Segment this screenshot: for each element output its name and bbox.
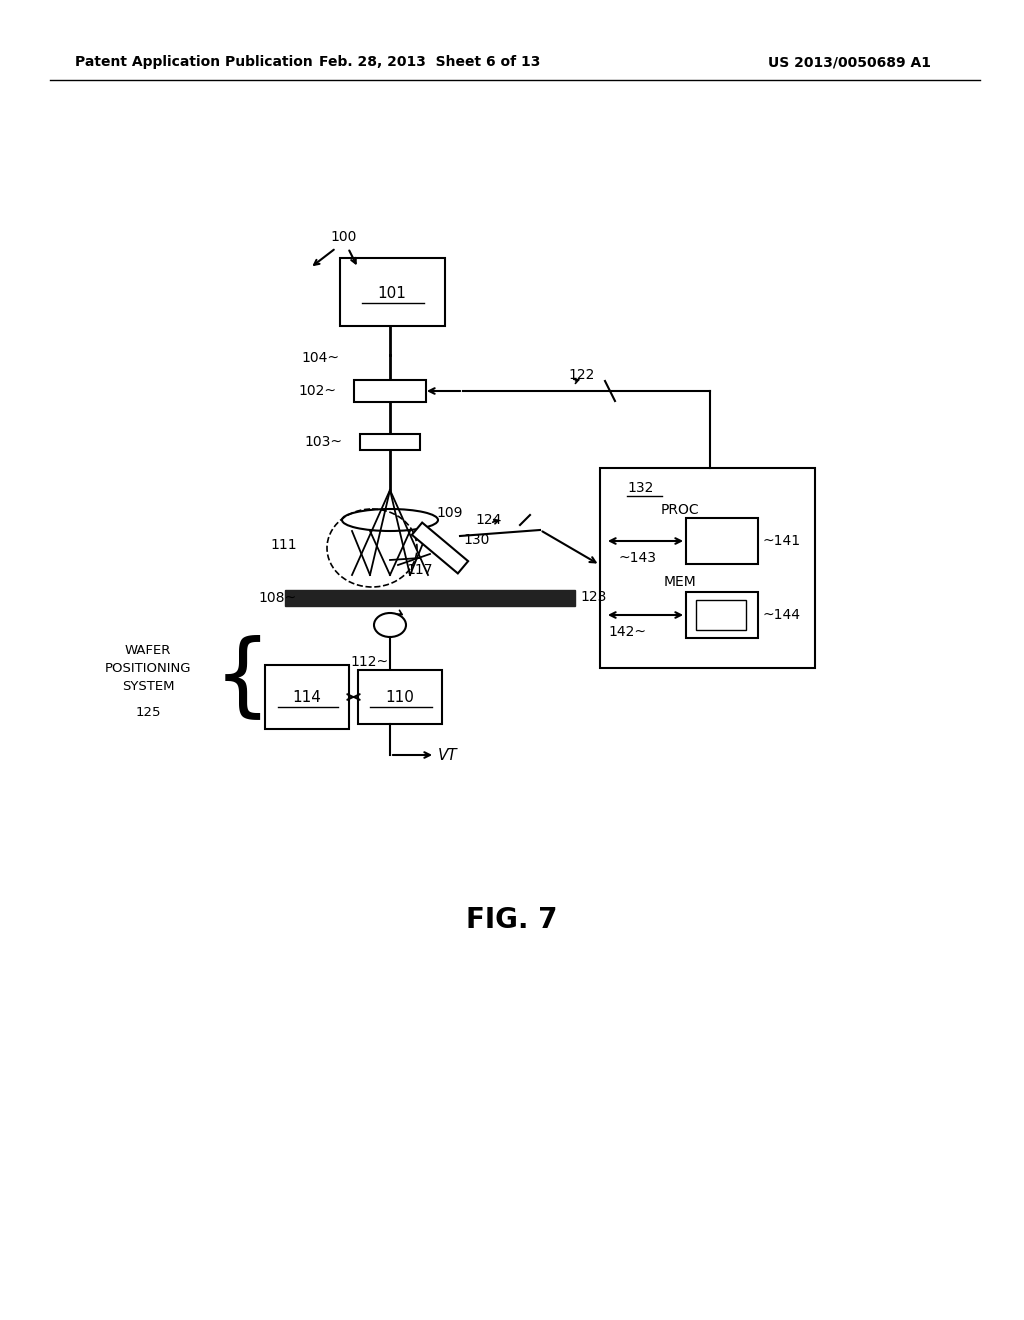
Bar bbox=[686, 591, 758, 638]
Bar bbox=[358, 671, 442, 723]
Text: 124: 124 bbox=[475, 513, 502, 527]
Polygon shape bbox=[412, 523, 468, 573]
Text: 130: 130 bbox=[463, 533, 489, 546]
Text: WAFER
POSITIONING
SYSTEM: WAFER POSITIONING SYSTEM bbox=[104, 644, 191, 693]
Text: MEM: MEM bbox=[664, 576, 696, 589]
Text: 109: 109 bbox=[436, 506, 463, 520]
Text: 132: 132 bbox=[627, 480, 653, 495]
Text: US 2013/0050689 A1: US 2013/0050689 A1 bbox=[768, 55, 932, 69]
Bar bbox=[265, 665, 349, 729]
Bar bbox=[354, 380, 426, 403]
Text: ~144: ~144 bbox=[763, 609, 801, 622]
Text: 108~: 108~ bbox=[258, 591, 296, 605]
Text: Patent Application Publication: Patent Application Publication bbox=[75, 55, 312, 69]
Bar bbox=[696, 601, 746, 630]
Bar bbox=[360, 434, 420, 450]
Bar bbox=[340, 257, 445, 326]
Text: 111: 111 bbox=[270, 539, 297, 552]
Text: 117: 117 bbox=[406, 564, 432, 577]
Text: 103~: 103~ bbox=[304, 436, 342, 449]
Text: PROC: PROC bbox=[660, 503, 699, 517]
Bar bbox=[600, 469, 815, 668]
Text: 101: 101 bbox=[378, 285, 407, 301]
Bar bbox=[686, 517, 758, 564]
Text: 112~: 112~ bbox=[350, 655, 388, 669]
Text: FIG. 7: FIG. 7 bbox=[466, 906, 558, 935]
Text: 100: 100 bbox=[330, 230, 356, 244]
Text: 122: 122 bbox=[568, 368, 594, 381]
Text: 104~: 104~ bbox=[301, 351, 339, 366]
Text: VT: VT bbox=[438, 747, 458, 763]
Bar bbox=[285, 590, 575, 606]
Text: 123: 123 bbox=[580, 590, 606, 605]
Text: ~141: ~141 bbox=[763, 535, 801, 548]
Text: 142~: 142~ bbox=[608, 624, 646, 639]
Text: 102~: 102~ bbox=[298, 384, 336, 399]
Text: ~143: ~143 bbox=[618, 550, 656, 565]
Text: 125: 125 bbox=[135, 705, 161, 718]
Text: {: { bbox=[213, 634, 270, 722]
Text: Feb. 28, 2013  Sheet 6 of 13: Feb. 28, 2013 Sheet 6 of 13 bbox=[319, 55, 541, 69]
Text: 114: 114 bbox=[293, 689, 322, 705]
Text: 110: 110 bbox=[386, 689, 415, 705]
